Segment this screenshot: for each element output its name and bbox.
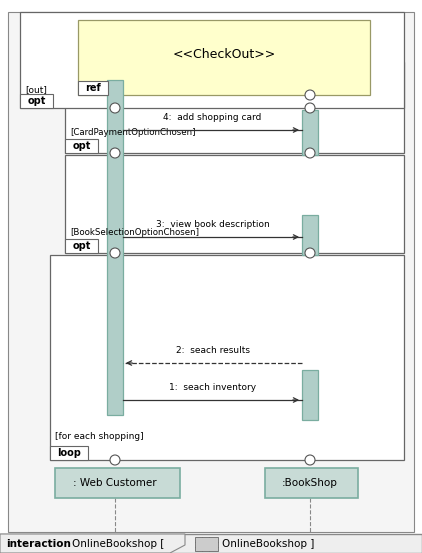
- Circle shape: [305, 248, 315, 258]
- Bar: [78, 20, 370, 95]
- Circle shape: [110, 455, 120, 465]
- Text: OnlineBookshop [: OnlineBookshop [: [72, 539, 165, 549]
- Text: [out]: [out]: [25, 85, 47, 94]
- Bar: [302, 370, 318, 420]
- Bar: [195, 537, 218, 551]
- Text: OnlineBookshop ]: OnlineBookshop ]: [222, 539, 314, 549]
- Text: opt: opt: [27, 96, 46, 106]
- Circle shape: [305, 103, 315, 113]
- Bar: [20, 12, 404, 108]
- Text: : Web Customer: : Web Customer: [73, 478, 157, 488]
- Circle shape: [305, 148, 315, 158]
- Bar: [302, 215, 318, 255]
- Text: [CardPaymentOptionChosen]: [CardPaymentOptionChosen]: [70, 128, 195, 137]
- Text: opt: opt: [72, 241, 91, 251]
- Bar: [65, 139, 98, 153]
- Circle shape: [305, 455, 315, 465]
- Circle shape: [305, 90, 315, 100]
- Text: :BookShop: :BookShop: [282, 478, 338, 488]
- Text: ref: ref: [85, 83, 101, 93]
- Text: loop: loop: [57, 448, 81, 458]
- Bar: [55, 468, 180, 498]
- Text: 4:  add shopping card: 4: add shopping card: [163, 113, 262, 122]
- Bar: [78, 81, 108, 95]
- Text: interaction: interaction: [6, 539, 71, 549]
- Text: [BookSelectionOptionChosen]: [BookSelectionOptionChosen]: [70, 228, 199, 237]
- Circle shape: [110, 248, 120, 258]
- Bar: [302, 110, 318, 155]
- Text: 1:  seach inventory: 1: seach inventory: [169, 383, 256, 392]
- Text: <<CheckOut>>: <<CheckOut>>: [172, 49, 276, 61]
- Polygon shape: [0, 534, 185, 553]
- Text: opt: opt: [72, 141, 91, 151]
- Bar: [0, 534, 422, 553]
- Bar: [50, 255, 404, 460]
- Text: [for each shopping]: [for each shopping]: [55, 432, 143, 441]
- Circle shape: [110, 103, 120, 113]
- Text: 2:  seach results: 2: seach results: [176, 346, 249, 355]
- Bar: [65, 155, 404, 253]
- Circle shape: [110, 148, 120, 158]
- Bar: [65, 239, 98, 253]
- Text: 3:  view book description: 3: view book description: [156, 220, 269, 229]
- Bar: [107, 80, 123, 415]
- Bar: [20, 94, 53, 108]
- Bar: [65, 62, 404, 153]
- Bar: [265, 468, 358, 498]
- Bar: [50, 446, 88, 460]
